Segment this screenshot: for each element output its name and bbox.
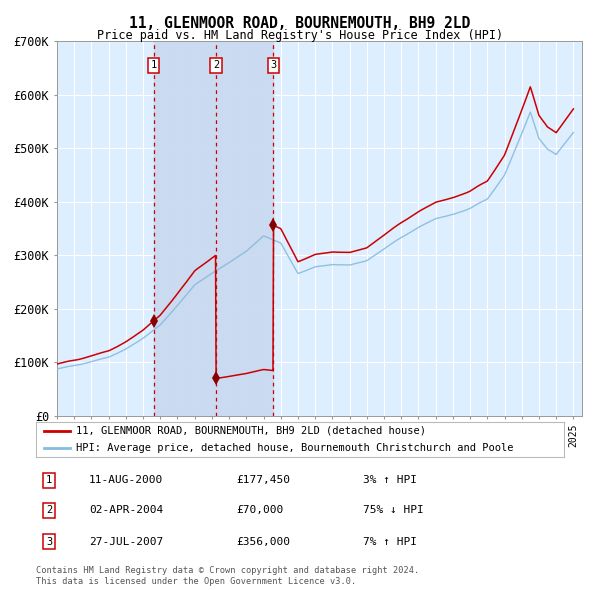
Text: £70,000: £70,000: [236, 506, 284, 515]
Text: 3% ↑ HPI: 3% ↑ HPI: [364, 475, 418, 485]
Text: 2: 2: [213, 60, 220, 70]
Text: 7% ↑ HPI: 7% ↑ HPI: [364, 536, 418, 546]
Bar: [154, 41, 274, 416]
Text: 27-JUL-2007: 27-JUL-2007: [89, 536, 163, 546]
Text: 02-APR-2004: 02-APR-2004: [89, 506, 163, 515]
Text: £356,000: £356,000: [236, 536, 290, 546]
Text: 1: 1: [46, 475, 52, 485]
Text: 2: 2: [46, 506, 52, 515]
Text: 3: 3: [270, 60, 277, 70]
Text: This data is licensed under the Open Government Licence v3.0.: This data is licensed under the Open Gov…: [36, 576, 356, 586]
Text: 1: 1: [151, 60, 157, 70]
Text: 11-AUG-2000: 11-AUG-2000: [89, 475, 163, 485]
Text: Contains HM Land Registry data © Crown copyright and database right 2024.: Contains HM Land Registry data © Crown c…: [36, 566, 419, 575]
Text: HPI: Average price, detached house, Bournemouth Christchurch and Poole: HPI: Average price, detached house, Bour…: [76, 444, 513, 453]
Text: 3: 3: [46, 536, 52, 546]
Text: 11, GLENMOOR ROAD, BOURNEMOUTH, BH9 2LD (detached house): 11, GLENMOOR ROAD, BOURNEMOUTH, BH9 2LD …: [76, 426, 425, 435]
Text: 11, GLENMOOR ROAD, BOURNEMOUTH, BH9 2LD: 11, GLENMOOR ROAD, BOURNEMOUTH, BH9 2LD: [130, 16, 470, 31]
Text: £177,450: £177,450: [236, 475, 290, 485]
Text: 75% ↓ HPI: 75% ↓ HPI: [364, 506, 424, 515]
Text: Price paid vs. HM Land Registry's House Price Index (HPI): Price paid vs. HM Land Registry's House …: [97, 29, 503, 42]
